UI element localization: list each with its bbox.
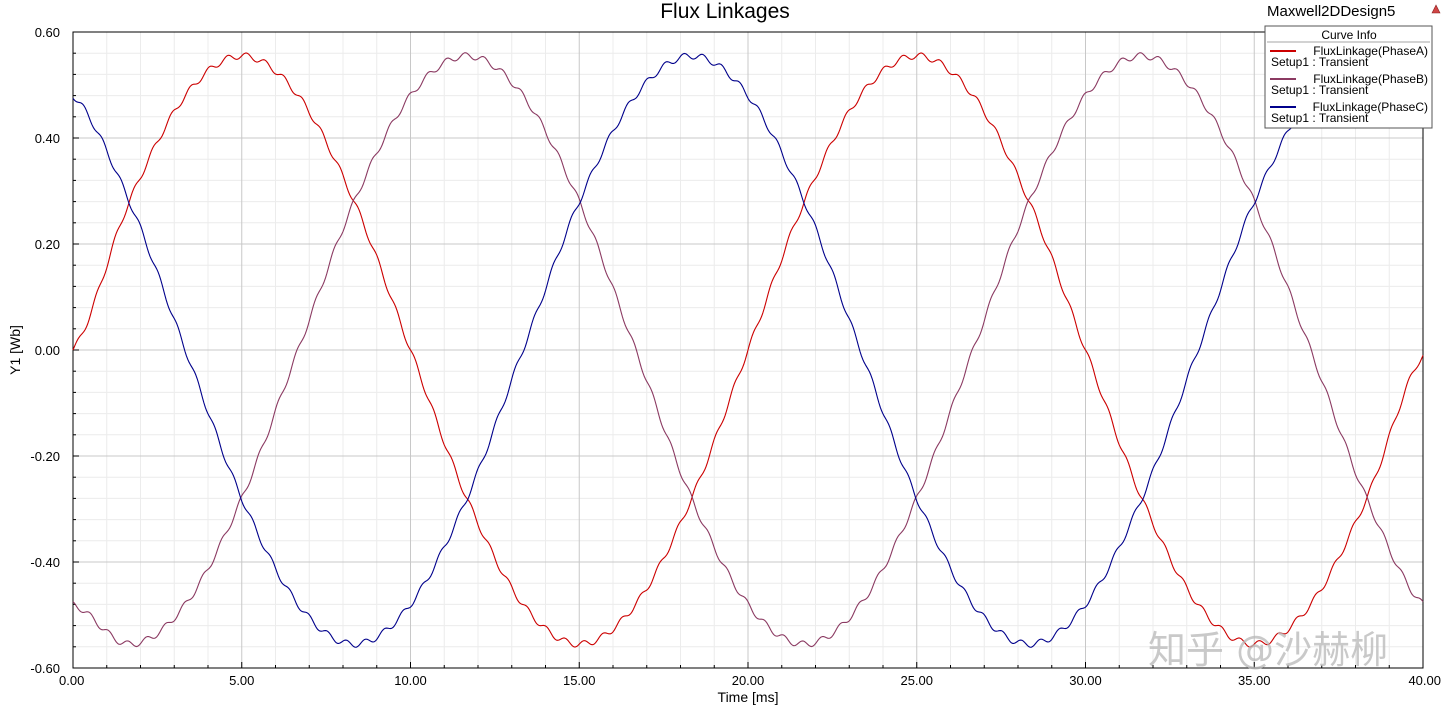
- y-tick-label: -0.20: [30, 449, 60, 464]
- legend-header: Curve Info: [1321, 28, 1377, 42]
- x-tick-label: 20.00: [732, 673, 765, 688]
- y-tick-label: 0.20: [35, 237, 60, 252]
- y-tick-label: 0.60: [35, 25, 60, 40]
- legend-entry-name: FluxLinkage(PhaseB): [1313, 72, 1428, 86]
- y-tick-label: -0.60: [30, 661, 60, 676]
- x-tick-label: 30.00: [1069, 673, 1102, 688]
- y-axis-label: Y1 [Wb]: [7, 325, 23, 375]
- legend-box[interactable]: Curve Info FluxLinkage(PhaseA)Setup1 : T…: [1264, 25, 1433, 129]
- y-tick-label: 0.00: [35, 343, 60, 358]
- y-axis-tick-labels: 0.60 0.40 0.20 0.00 -0.20 -0.40 -0.60: [30, 25, 60, 676]
- legend-frame: [1264, 25, 1433, 129]
- chart-title: Flux Linkages: [660, 0, 790, 23]
- series-line-fluxlinkagephasec: [72, 52, 1424, 648]
- series-group: [72, 52, 1424, 648]
- watermark-text: 知乎 @沙赫柳: [1148, 628, 1388, 672]
- design-name: Maxwell2DDesign5: [1267, 3, 1395, 20]
- legend-entry-setup: Setup1 : Transient: [1271, 55, 1369, 69]
- legend-entry-name: FluxLinkage(PhaseC): [1313, 100, 1428, 114]
- x-tick-label: 0.00: [59, 673, 84, 688]
- x-tick-label: 15.00: [563, 673, 596, 688]
- x-tick-label: 35.00: [1238, 673, 1271, 688]
- legend-entry-setup: Setup1 : Transient: [1271, 111, 1369, 125]
- legend-entries: FluxLinkage(PhaseA)Setup1 : TransientFlu…: [1270, 44, 1428, 125]
- y-tick-label: 0.40: [35, 131, 60, 146]
- series-line-fluxlinkagephaseb: [72, 52, 1424, 648]
- warning-triangle-icon[interactable]: [1431, 4, 1441, 14]
- axis-ticks: [72, 31, 1424, 669]
- x-tick-label: 5.00: [229, 673, 254, 688]
- x-axis-tick-labels: 0.00 5.00 10.00 15.00 20.00 25.00 30.00 35.00 40…: [59, 673, 1441, 688]
- x-tick-label: 25.00: [900, 673, 933, 688]
- x-tick-label: 10.00: [394, 673, 427, 688]
- legend-entry-setup: Setup1 : Transient: [1271, 83, 1369, 97]
- x-axis-label: Time [ms]: [718, 689, 779, 705]
- y-tick-label: -0.40: [30, 555, 60, 570]
- x-tick-label: 40.00: [1408, 673, 1441, 688]
- series-line-fluxlinkagephasea: [72, 52, 1424, 648]
- legend-entry-name: FluxLinkage(PhaseA): [1313, 44, 1428, 58]
